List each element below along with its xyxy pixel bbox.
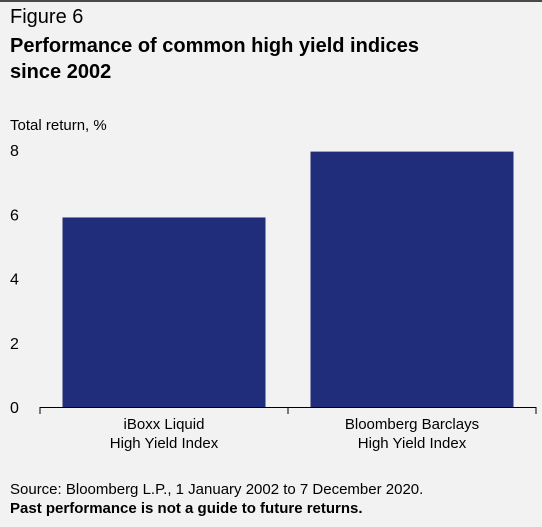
source-note: Source: Bloomberg L.P., 1 January 2002 t… <box>10 481 424 498</box>
chart-title-line-1: Performance of common high yield indices <box>10 35 419 57</box>
chart-title-line-2: since 2002 <box>10 61 112 83</box>
x-tick-label: Bloomberg Barclays <box>345 416 479 433</box>
y-tick-label: 6 <box>10 207 19 224</box>
x-axis <box>39 407 537 414</box>
x-tick-label: iBoxx Liquid <box>124 416 205 433</box>
x-tick-labels: iBoxx Liquid High Yield Index Bloomberg Ba… <box>110 416 479 452</box>
figure-label: Figure 6 <box>10 6 84 28</box>
y-axis-title: Total return, % <box>10 117 107 134</box>
bar <box>310 151 514 407</box>
x-tick-label: High Yield Index <box>358 435 467 452</box>
y-tick-label: 8 <box>10 143 19 160</box>
y-tick-label: 4 <box>10 272 19 289</box>
y-tick-labels: 0 2 4 6 8 <box>10 143 19 417</box>
bar-chart: 0 2 4 6 8 iBoxx Liquid High Yield Index Bloomb… <box>10 143 537 452</box>
disclaimer-note: Past performance is not a guide to futur… <box>10 500 363 517</box>
bar <box>62 217 266 407</box>
bars <box>62 151 514 407</box>
y-tick-label: 2 <box>10 336 19 353</box>
x-tick-label: High Yield Index <box>110 435 219 452</box>
y-tick-label: 0 <box>10 400 19 417</box>
chart-title: Performance of common high yield indices… <box>10 33 530 85</box>
